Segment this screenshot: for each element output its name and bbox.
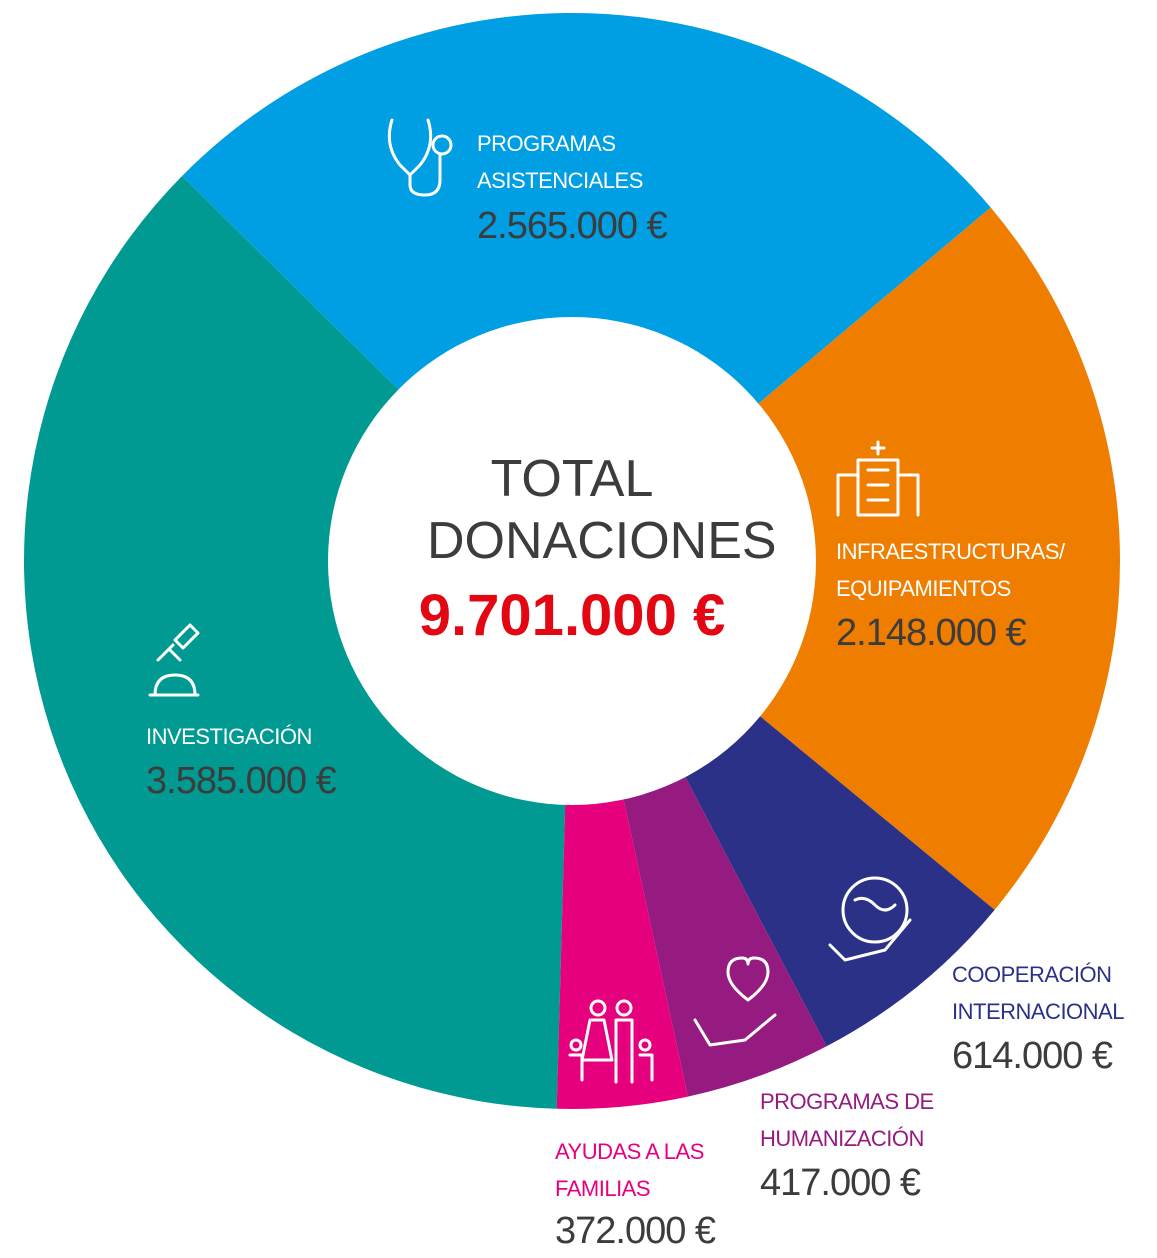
donut-segment — [572, 207, 1120, 910]
segment-label: AYUDAS A LAS FAMILIAS — [555, 1139, 704, 1201]
center-value: 9.701.000 € — [418, 583, 726, 648]
segment-value: 2.565.000 € — [477, 205, 668, 247]
segment-value: 2.148.000 € — [836, 612, 1027, 654]
icon-globe-hand — [828, 876, 912, 962]
icon-family — [568, 999, 654, 1084]
segment-value: 614.000 € — [952, 1035, 1113, 1077]
segment-label: INFRAESTRUCTURAS/ EQUIPAMIENTOS — [836, 539, 1065, 601]
segment-value: 372.000 € — [555, 1210, 716, 1252]
donut-segment — [23, 175, 572, 1109]
icon-microscope — [148, 623, 200, 697]
segment-label: INVESTIGACIÓN — [146, 724, 312, 749]
icon-stethoscope — [387, 118, 453, 197]
center-title: TOTAL DONACIONES — [427, 450, 777, 570]
segment-label: COOPERACIÓN INTERNACIONAL — [952, 962, 1124, 1024]
segment-value: 3.585.000 € — [146, 760, 337, 802]
icon-hospital — [836, 440, 920, 517]
segment-label: PROGRAMAS DE HUMANIZACIÓN — [760, 1089, 934, 1151]
icon-heart-hand — [693, 956, 777, 1047]
segment-label: PROGRAMAS ASISTENCIALES — [477, 131, 643, 193]
donut-segment — [182, 12, 991, 562]
donut-hole — [328, 317, 816, 805]
segment-value: 417.000 € — [760, 1162, 921, 1204]
